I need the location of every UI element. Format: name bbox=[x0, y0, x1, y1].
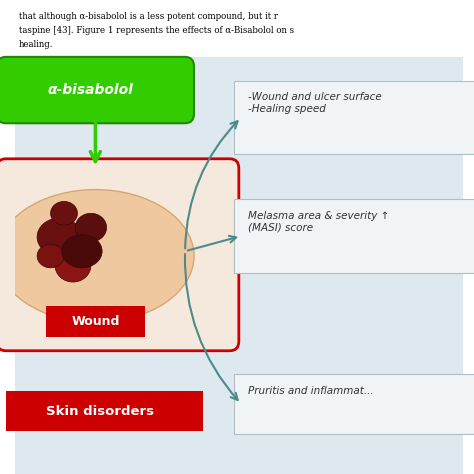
FancyBboxPatch shape bbox=[234, 199, 474, 273]
Bar bbox=[15, 57, 463, 474]
Ellipse shape bbox=[0, 190, 194, 322]
Text: -Wound and ulcer surface
-Healing speed: -Wound and ulcer surface -Healing speed bbox=[248, 92, 382, 114]
Ellipse shape bbox=[37, 244, 64, 268]
Text: that although α-bisabolol is a less potent compound, but it r: that although α-bisabolol is a less pote… bbox=[19, 12, 278, 21]
Bar bbox=[6, 391, 203, 431]
Ellipse shape bbox=[37, 218, 82, 256]
Text: Wound: Wound bbox=[71, 315, 119, 328]
Text: Melasma area & severity ↑
(MASI) score: Melasma area & severity ↑ (MASI) score bbox=[248, 211, 389, 233]
Text: Skin disorders: Skin disorders bbox=[46, 405, 154, 418]
Text: healing.: healing. bbox=[19, 40, 54, 49]
FancyBboxPatch shape bbox=[234, 374, 474, 434]
FancyBboxPatch shape bbox=[234, 81, 474, 154]
Bar bbox=[46, 306, 145, 337]
FancyBboxPatch shape bbox=[0, 57, 194, 123]
Bar bbox=[15, 0, 463, 57]
Ellipse shape bbox=[75, 213, 107, 242]
Text: Pruritis and inflammat...: Pruritis and inflammat... bbox=[248, 386, 374, 396]
Ellipse shape bbox=[55, 249, 91, 282]
FancyBboxPatch shape bbox=[0, 159, 239, 351]
Ellipse shape bbox=[51, 201, 77, 225]
Ellipse shape bbox=[62, 235, 102, 268]
Text: taspine [43]. Figure 1 represents the effects of α-Bisabolol on s: taspine [43]. Figure 1 represents the ef… bbox=[19, 26, 294, 35]
Text: α-bisabolol: α-bisabolol bbox=[48, 83, 134, 97]
